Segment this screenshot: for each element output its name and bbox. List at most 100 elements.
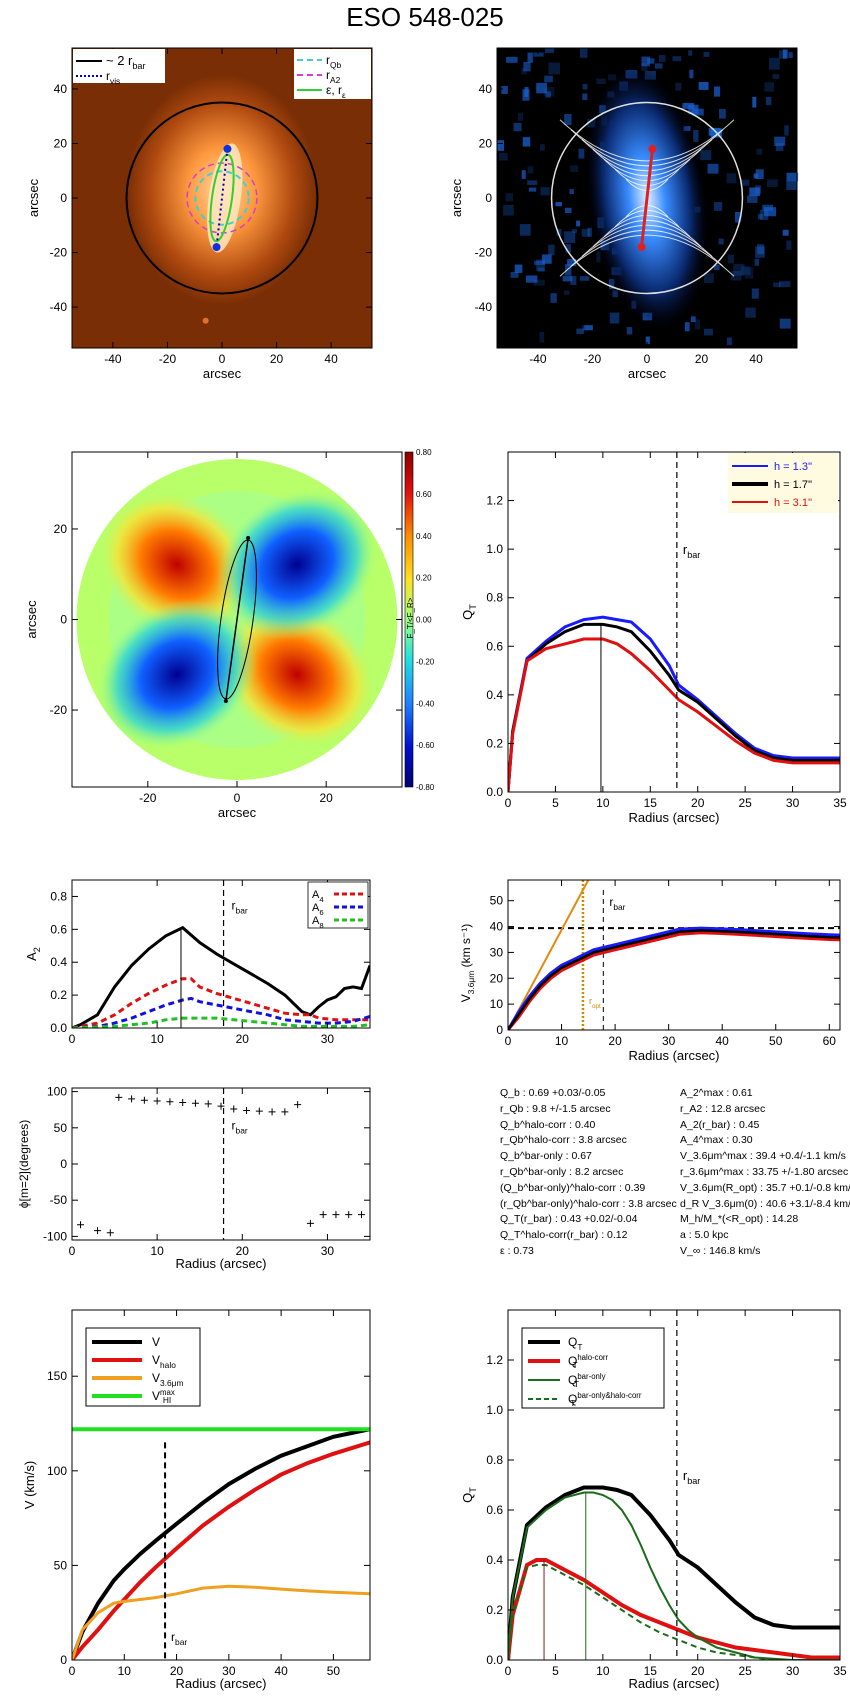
noise-pixel xyxy=(527,52,533,63)
contour-line xyxy=(559,234,735,277)
noise-pixel xyxy=(747,195,758,203)
noise-pixel xyxy=(571,228,578,234)
figure-title: ESO 548-025 xyxy=(346,2,504,32)
legend-label: A4 xyxy=(312,889,324,904)
stats-row: V_3.6μm^max : 39.4 +0.4/-1.1 km/s xyxy=(680,1150,846,1163)
noise-pixel xyxy=(550,293,557,303)
x-tick-label: 20 xyxy=(236,1244,250,1258)
image1-panel: -40 -20 0 20 40 40 20 0 -20 -40 arcsec arcsec ~ 2 rb… xyxy=(0,40,420,420)
noise-pixel xyxy=(719,108,726,119)
phase-point xyxy=(255,1107,263,1115)
y-tick-label: 40 xyxy=(490,920,504,934)
rbar-label: rbar xyxy=(171,1630,187,1647)
y-tick-label: 30 xyxy=(490,945,504,959)
y-axis-label: arcsec xyxy=(24,600,39,639)
noise-pixel xyxy=(744,267,754,279)
noise-pixel xyxy=(497,140,505,151)
noise-pixel xyxy=(641,56,650,67)
bar-end-marker xyxy=(648,144,657,153)
noise-pixel xyxy=(689,69,694,79)
y-tick-label: 50 xyxy=(54,1121,68,1135)
legend-label: V3.6μm xyxy=(152,1371,183,1388)
x-tick-label: 10 xyxy=(596,796,610,810)
x-tick-label: 10 xyxy=(150,1244,164,1258)
x-tick-label: 40 xyxy=(716,1034,730,1048)
noise-pixel xyxy=(540,187,550,196)
noise-pixel xyxy=(704,328,713,336)
noise-pixel xyxy=(562,275,573,282)
fourier-panel: rbar 0 10 20 30 0.0 0.2 0.4 0.6 0.8 A2 A4 A6 A8 xyxy=(0,870,420,1050)
x-tick-label: 20 xyxy=(320,791,334,805)
noise-pixel xyxy=(576,220,581,227)
x-tick-label: 0 xyxy=(644,352,651,366)
noise-pixel xyxy=(733,263,745,276)
x-tick-label: 20 xyxy=(695,352,709,366)
x-tick-label: 5 xyxy=(552,796,559,810)
legend-label: h = 1.3'' xyxy=(774,461,812,473)
colorbar xyxy=(404,451,414,788)
noise-pixel xyxy=(564,290,570,295)
velocity-panel: rbar 0 10 20 30 40 50 0 50 100 150 Radius (arcsec) V… xyxy=(0,1300,420,1700)
noise-pixel xyxy=(755,246,765,258)
fourier-series-line xyxy=(72,1016,370,1028)
noise-pixel xyxy=(564,207,572,213)
noise-pixel xyxy=(745,307,756,318)
noise-pixel xyxy=(647,58,655,64)
y-tick-label: 0.6 xyxy=(486,639,503,653)
x-axis-label: Radius (arcsec) xyxy=(628,810,719,825)
stats-right-column: A_2^max : 0.61 r_A2 : 12.8 arcsec A_2(r_ba… xyxy=(680,1086,850,1260)
noise-pixel xyxy=(545,48,555,53)
x-tick-label: 50 xyxy=(327,1664,341,1678)
phase-point xyxy=(94,1227,102,1235)
image1-svg: -40 -20 0 20 40 40 20 0 -20 -40 arcsec arcsec ~ 2 rb… xyxy=(26,47,373,381)
noise-pixel xyxy=(517,112,524,121)
colorbar-tick-label: -0.60 xyxy=(416,741,435,750)
legend-label: QT xyxy=(568,1335,582,1352)
legend-label: A8 xyxy=(312,915,324,930)
legend-label: Qhalo-corr T xyxy=(568,1353,609,1370)
legend-left-label: rvis xyxy=(106,69,120,86)
y-tick-label: 150 xyxy=(47,1369,67,1383)
noise-pixel xyxy=(545,91,551,98)
y-tick-label: -100 xyxy=(43,1229,67,1243)
x-tick-label: 10 xyxy=(118,1664,132,1678)
legend-label: h = 1.7'' xyxy=(774,479,812,491)
y-tick-label: 1.2 xyxy=(486,1353,503,1367)
rotation-svg: rbar ropt 0 10 20 30 40 50 60 0 10 20 30 40 50 Radius (… xyxy=(459,879,841,1063)
rbar-label: rbar xyxy=(232,899,248,916)
y-axis-label: QT xyxy=(460,604,478,620)
noise-pixel xyxy=(772,74,780,79)
noise-pixel xyxy=(587,227,592,237)
fourier-series-line xyxy=(72,925,370,1028)
velocity-svg: rbar 0 10 20 30 40 50 0 50 100 150 Radius (arcsec) V… xyxy=(22,1309,371,1691)
bar-end-marker xyxy=(637,243,646,252)
noise-pixel xyxy=(782,229,789,236)
noise-pixel xyxy=(582,325,593,331)
phase-point xyxy=(319,1211,327,1219)
inner-slope-line xyxy=(508,880,590,1030)
y-tick-label: 1.2 xyxy=(486,494,503,508)
x-tick-label: 30 xyxy=(786,796,800,810)
stats-row: r_A2 : 12.8 arcsec xyxy=(680,1102,766,1115)
noise-pixel xyxy=(700,150,712,161)
colorbar-tick-label: -0.80 xyxy=(416,783,435,792)
x-tick-label: 25 xyxy=(738,796,752,810)
qt-decomp-svg: rbar 0 5 10 15 20 25 30 35 0.0 0.2 0.4 0.6 0.8 1.0 1.2 R… xyxy=(460,1309,847,1691)
rQb-circle xyxy=(194,170,250,226)
phase-point xyxy=(243,1106,251,1114)
noise-pixel xyxy=(499,153,508,161)
noise-pixel xyxy=(542,254,552,264)
stats-row: d_R V_3.6μm(0) : 40.6 +3.1/-8.4 km/s/kpc xyxy=(680,1197,850,1210)
x-tick-label: 0 xyxy=(69,1032,76,1046)
colorbar-tick-label: 0.40 xyxy=(416,532,432,541)
stats-table: Q_b : 0.69 +0.03/-0.05 r_Qb : 9.8 +/-1.5 … xyxy=(500,1086,850,1296)
noise-pixel xyxy=(578,148,585,159)
noise-pixel xyxy=(727,254,734,264)
y-tick-label: 1.0 xyxy=(486,542,503,556)
noise-pixel xyxy=(555,202,562,207)
y-axis-label: ϕ[m=2](degrees) xyxy=(17,1120,31,1208)
plot-frame xyxy=(507,451,841,793)
y-tick-label: 0.0 xyxy=(486,785,503,799)
noise-pixel xyxy=(758,213,763,220)
phase-point xyxy=(128,1095,136,1103)
